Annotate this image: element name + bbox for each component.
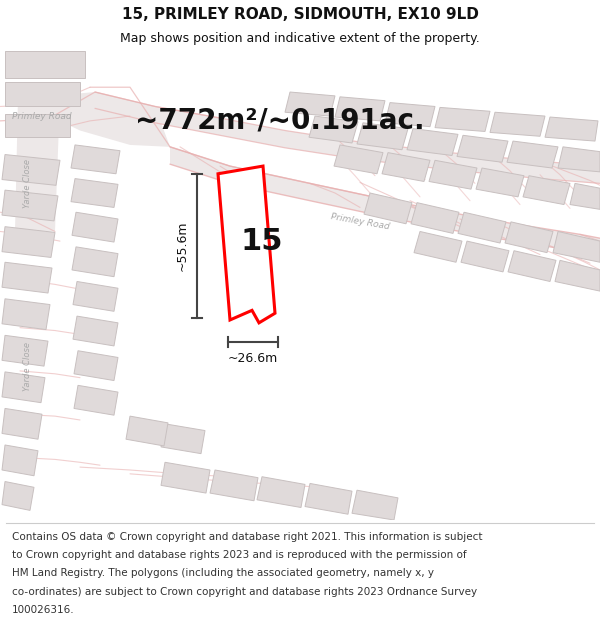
Text: Primley: Primley (225, 185, 258, 201)
Polygon shape (2, 336, 48, 366)
Polygon shape (553, 231, 600, 262)
Polygon shape (309, 116, 358, 143)
Polygon shape (429, 160, 477, 189)
Text: Primley Road: Primley Road (12, 112, 71, 121)
Polygon shape (73, 281, 118, 311)
Text: Primley Road: Primley Road (330, 213, 390, 231)
Polygon shape (2, 227, 55, 258)
Polygon shape (5, 82, 80, 106)
Polygon shape (5, 114, 70, 138)
Polygon shape (2, 445, 38, 476)
Text: Yarde Close: Yarde Close (23, 342, 32, 391)
Polygon shape (170, 147, 600, 256)
Polygon shape (161, 424, 205, 454)
Polygon shape (15, 97, 60, 231)
Polygon shape (210, 470, 258, 501)
Polygon shape (335, 97, 385, 121)
Polygon shape (218, 166, 275, 323)
Polygon shape (382, 152, 430, 181)
Polygon shape (545, 117, 598, 141)
Polygon shape (461, 241, 509, 272)
Polygon shape (20, 92, 170, 147)
Polygon shape (411, 202, 459, 233)
Polygon shape (2, 190, 58, 221)
Polygon shape (2, 154, 60, 186)
Polygon shape (570, 183, 600, 209)
Polygon shape (2, 299, 50, 329)
Polygon shape (458, 213, 506, 243)
Text: ~55.6m: ~55.6m (176, 221, 189, 271)
Polygon shape (476, 168, 524, 197)
Text: 100026316.: 100026316. (12, 605, 74, 615)
Polygon shape (126, 416, 168, 446)
Polygon shape (414, 231, 462, 262)
Polygon shape (257, 477, 305, 508)
Polygon shape (385, 102, 435, 127)
Text: ~772m²/~0.191ac.: ~772m²/~0.191ac. (135, 107, 425, 135)
Text: 15: 15 (241, 227, 283, 256)
Text: HM Land Registry. The polygons (including the associated geometry, namely x, y: HM Land Registry. The polygons (includin… (12, 568, 434, 578)
Text: Contains OS data © Crown copyright and database right 2021. This information is : Contains OS data © Crown copyright and d… (12, 531, 482, 541)
Polygon shape (558, 147, 600, 172)
Polygon shape (555, 261, 600, 291)
Polygon shape (2, 481, 34, 511)
Polygon shape (457, 135, 508, 162)
Polygon shape (72, 247, 118, 277)
Text: to Crown copyright and database rights 2023 and is reproduced with the permissio: to Crown copyright and database rights 2… (12, 550, 467, 560)
Polygon shape (71, 179, 118, 208)
Polygon shape (2, 372, 45, 402)
Polygon shape (435, 107, 490, 131)
Polygon shape (2, 409, 42, 439)
Polygon shape (73, 316, 118, 346)
Polygon shape (72, 213, 118, 242)
Polygon shape (95, 92, 600, 183)
Text: co-ordinates) are subject to Crown copyright and database rights 2023 Ordnance S: co-ordinates) are subject to Crown copyr… (12, 587, 477, 597)
Polygon shape (508, 251, 556, 281)
Polygon shape (352, 490, 398, 520)
Polygon shape (357, 122, 408, 150)
Polygon shape (74, 351, 118, 381)
Polygon shape (505, 222, 553, 253)
Polygon shape (523, 176, 570, 204)
Polygon shape (490, 112, 545, 136)
Text: Map shows position and indicative extent of the property.: Map shows position and indicative extent… (120, 31, 480, 44)
Text: ~26.6m: ~26.6m (228, 352, 278, 365)
Polygon shape (2, 262, 52, 293)
Polygon shape (407, 129, 458, 156)
Polygon shape (285, 92, 335, 116)
Polygon shape (5, 51, 85, 78)
Polygon shape (71, 145, 120, 174)
Text: Yarde Close: Yarde Close (23, 159, 32, 208)
Polygon shape (507, 141, 558, 168)
Polygon shape (364, 193, 412, 224)
Polygon shape (305, 484, 352, 514)
Text: 15, PRIMLEY ROAD, SIDMOUTH, EX10 9LD: 15, PRIMLEY ROAD, SIDMOUTH, EX10 9LD (122, 7, 478, 22)
Polygon shape (74, 386, 118, 415)
Polygon shape (161, 462, 210, 493)
Polygon shape (334, 145, 383, 174)
